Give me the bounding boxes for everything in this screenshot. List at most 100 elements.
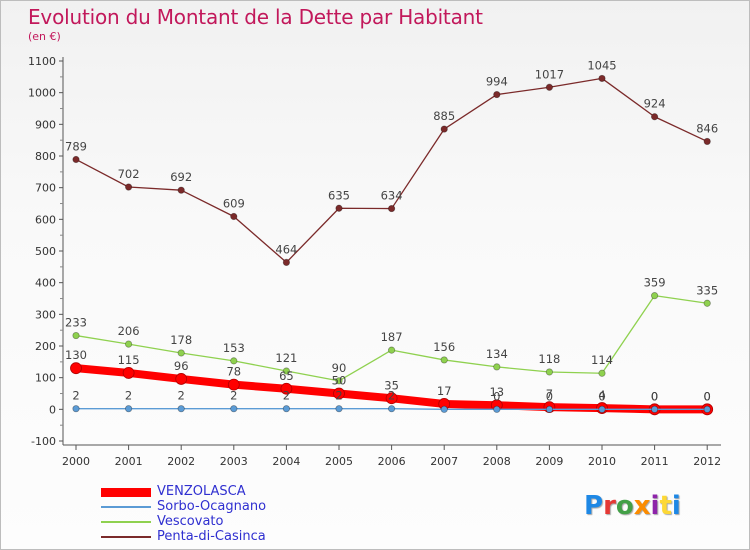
data-label-venzolasca: 96 <box>174 359 189 373</box>
data-label-vescovato: 359 <box>644 276 666 290</box>
data-point-vescovato <box>177 349 185 357</box>
data-label-penta-di-casinca: 634 <box>381 189 403 203</box>
data-point-vescovato <box>440 356 448 364</box>
data-point-vescovato <box>230 357 238 365</box>
x-tick-label: 2009 <box>535 455 563 468</box>
x-tick-label: 2007 <box>430 455 458 468</box>
y-tick-label: 1000 <box>28 87 56 100</box>
data-point-penta-di-casinca <box>125 183 133 191</box>
data-label-vescovato: 187 <box>381 330 403 344</box>
data-point-venzolasca <box>385 392 398 405</box>
data-point-penta-di-casinca <box>72 155 80 164</box>
legend-label: Sorbo-Ocagnano <box>157 499 267 514</box>
data-label-vescovato: 134 <box>486 347 508 361</box>
data-label-vescovato: 156 <box>433 340 455 354</box>
data-label-penta-di-casinca: 789 <box>65 139 87 153</box>
data-label-sorbo-ocagnano: 0 <box>546 389 553 403</box>
data-point-penta-di-casinca <box>440 125 448 133</box>
data-point-penta-di-casinca <box>282 258 290 266</box>
data-label-venzolasca: 0 <box>651 389 658 403</box>
data-point-sorbo-ocagnano <box>387 405 396 413</box>
data-label-vescovato: 90 <box>332 361 347 375</box>
y-tick-label: 200 <box>35 340 56 353</box>
chart-title: Evolution du Montant de la Dette par Hab… <box>28 5 483 29</box>
legend-swatch <box>101 521 151 523</box>
data-point-vescovato <box>72 331 80 340</box>
data-point-venzolasca <box>122 367 135 379</box>
data-label-vescovato: 114 <box>591 353 613 367</box>
data-point-sorbo-ocagnano <box>230 405 238 413</box>
chart-subtitle: (en €) <box>28 30 61 43</box>
x-tick-label: 2000 <box>62 455 90 468</box>
y-tick-label: 900 <box>35 118 56 131</box>
data-label-penta-di-casinca: 692 <box>170 170 192 184</box>
data-point-penta-di-casinca <box>545 83 554 91</box>
x-tick-label: 2010 <box>588 455 616 468</box>
data-label-vescovato: 121 <box>275 351 297 365</box>
x-tick-label: 2001 <box>115 455 143 468</box>
legend-swatch <box>101 487 151 497</box>
series-layer <box>70 74 714 416</box>
data-point-sorbo-ocagnano <box>545 405 554 413</box>
y-tick-label: 400 <box>35 277 56 290</box>
data-label-penta-di-casinca: 1045 <box>587 58 616 72</box>
legend-label: Vescovato <box>157 514 224 529</box>
data-point-vescovato <box>125 340 133 348</box>
y-axis-ticks: -100 0 100 200 300 400 500 600 700 800 900 1000 1100 <box>28 55 63 448</box>
data-point-penta-di-casinca <box>335 204 343 212</box>
data-point-vescovato <box>650 292 659 300</box>
data-label-penta-di-casinca: 635 <box>328 188 350 202</box>
y-tick-label: 600 <box>35 213 56 226</box>
data-label-sorbo-ocagnano: 2 <box>125 389 132 403</box>
x-tick-label: 2002 <box>167 455 195 468</box>
data-label-sorbo-ocagnano: 0 <box>493 389 500 403</box>
x-tick-label: 2012 <box>693 455 721 468</box>
data-point-vescovato <box>703 299 711 307</box>
data-label-penta-di-casinca: 994 <box>486 75 508 89</box>
data-label-venzolasca: 7 <box>546 387 553 401</box>
data-point-vescovato <box>493 363 501 371</box>
data-label-sorbo-ocagnano: 2 <box>335 389 342 403</box>
data-label-penta-di-casinca: 885 <box>433 109 455 123</box>
data-point-sorbo-ocagnano <box>703 405 711 413</box>
y-tick-label: 0 <box>49 403 56 416</box>
y-tick-label: 100 <box>35 372 56 385</box>
logo-letter: i <box>671 491 681 521</box>
data-label-penta-di-casinca: 702 <box>118 167 140 181</box>
data-label-sorbo-ocagnano: 0 <box>704 389 711 403</box>
data-label-venzolasca: 4 <box>598 388 605 402</box>
x-tick-label: 2008 <box>483 455 511 468</box>
y-tick-label: 500 <box>35 245 56 258</box>
data-point-sorbo-ocagnano <box>282 405 290 413</box>
data-label-venzolasca: 35 <box>384 378 399 392</box>
data-label-venzolasca: 17 <box>437 384 452 398</box>
data-point-penta-di-casinca <box>387 204 396 213</box>
data-point-penta-di-casinca <box>493 90 501 99</box>
data-label-sorbo-ocagnano: 2 <box>72 389 79 403</box>
x-tick-label: 2004 <box>272 455 300 468</box>
data-point-penta-di-casinca <box>703 137 711 146</box>
legend-label: Penta-di-Casinca <box>157 529 266 544</box>
y-tick-label: -100 <box>31 435 56 448</box>
x-tick-label: 2006 <box>378 455 406 468</box>
data-label-vescovato: 178 <box>170 333 192 347</box>
data-point-sorbo-ocagnano <box>598 405 606 413</box>
data-point-penta-di-casinca <box>598 74 606 83</box>
data-point-sorbo-ocagnano <box>125 405 133 413</box>
data-label-vescovato: 153 <box>223 341 245 355</box>
x-tick-label: 2011 <box>641 455 669 468</box>
x-tick-label: 2003 <box>220 455 248 468</box>
data-point-sorbo-ocagnano <box>440 405 448 413</box>
data-label-venzolasca: 50 <box>332 374 347 388</box>
y-tick-label: 300 <box>35 308 56 321</box>
logo-letter: o <box>615 491 634 521</box>
data-label-vescovato: 233 <box>65 316 87 330</box>
data-label-sorbo-ocagnano: 2 <box>178 389 185 403</box>
data-label-penta-di-casinca: 464 <box>275 242 297 256</box>
data-point-sorbo-ocagnano <box>72 405 80 413</box>
logo-letter: t <box>659 491 672 521</box>
data-label-sorbo-ocagnano: 0 <box>598 389 605 403</box>
data-label-venzolasca: 115 <box>118 353 140 367</box>
